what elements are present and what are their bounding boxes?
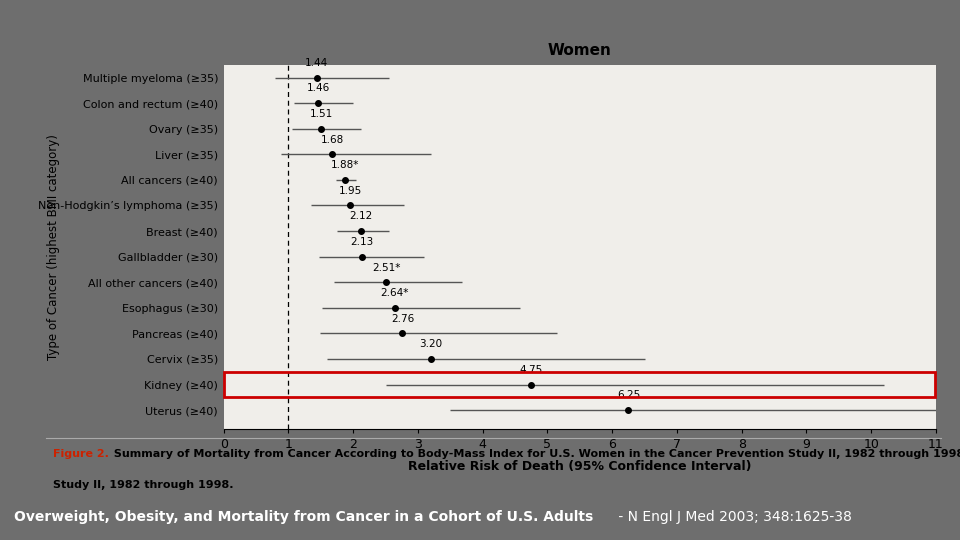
Text: 1.46: 1.46	[306, 84, 330, 93]
Text: 4.75: 4.75	[519, 365, 543, 375]
Title: Women: Women	[548, 43, 612, 58]
Text: 2.12: 2.12	[349, 211, 372, 221]
Text: 1.44: 1.44	[305, 58, 328, 68]
Text: 2.51*: 2.51*	[372, 262, 400, 273]
Text: 1.88*: 1.88*	[331, 160, 360, 170]
Text: 2.64*: 2.64*	[380, 288, 409, 298]
Text: 1.68: 1.68	[321, 134, 344, 145]
Text: Figure 2.: Figure 2.	[53, 449, 108, 460]
Text: 2.13: 2.13	[350, 237, 373, 247]
Text: 3.20: 3.20	[420, 339, 443, 349]
Text: Study II, 1982 through 1998.: Study II, 1982 through 1998.	[53, 480, 233, 490]
Text: 1.95: 1.95	[338, 186, 362, 196]
X-axis label: Relative Risk of Death (95% Confidence Interval): Relative Risk of Death (95% Confidence I…	[408, 460, 752, 472]
Text: Summary of Mortality from Cancer According to Body-Mass Index for U.S. Women in : Summary of Mortality from Cancer Accordi…	[109, 449, 960, 460]
Text: 6.25: 6.25	[616, 390, 640, 400]
Text: Type of Cancer (highest BMI category): Type of Cancer (highest BMI category)	[47, 134, 60, 360]
Text: Overweight, Obesity, and Mortality from Cancer in a Cohort of U.S. Adults: Overweight, Obesity, and Mortality from …	[14, 510, 593, 524]
Text: 2.76: 2.76	[391, 314, 414, 323]
Text: 1.51: 1.51	[310, 109, 333, 119]
Text: - N Engl J Med 2003; 348:1625-38: - N Engl J Med 2003; 348:1625-38	[614, 510, 852, 524]
